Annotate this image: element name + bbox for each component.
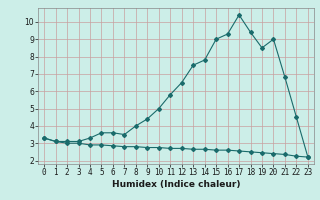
X-axis label: Humidex (Indice chaleur): Humidex (Indice chaleur) xyxy=(112,180,240,189)
